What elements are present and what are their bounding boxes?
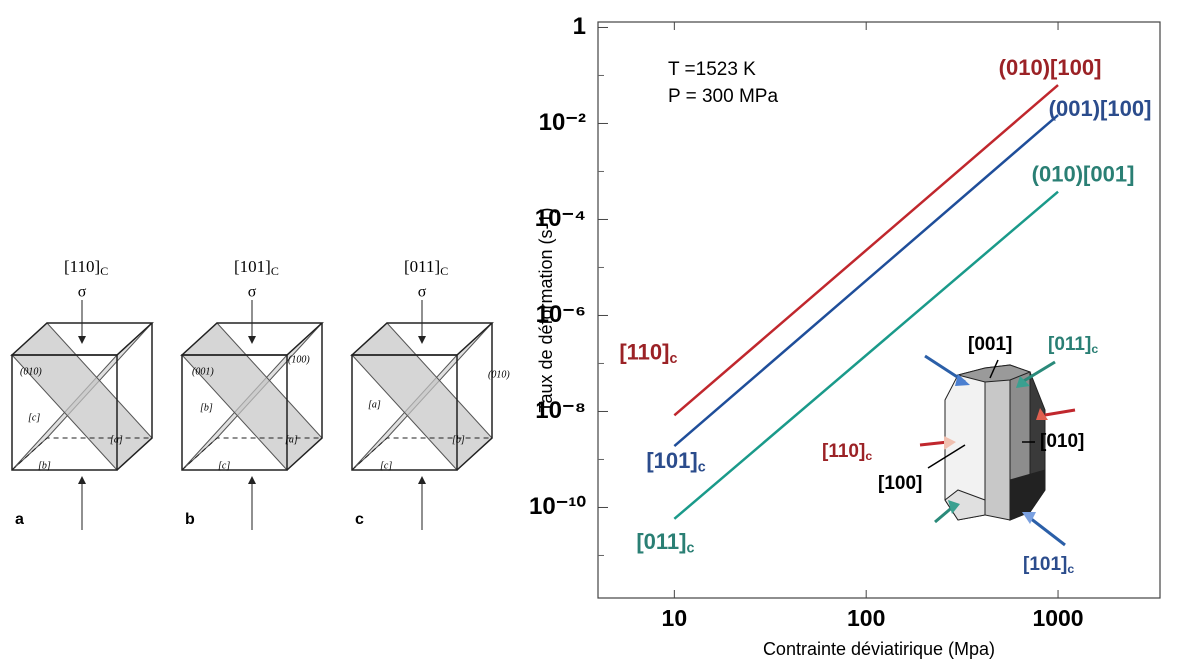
cube-hidden (11, 437, 152, 471)
cube-hidden (181, 437, 322, 471)
diagram-label: [b] (200, 402, 213, 413)
inset-label-text: [110] (822, 441, 865, 462)
sigma: σ (418, 284, 427, 301)
inset-label: [001] (968, 334, 1012, 355)
series-label: (010)[100] (999, 55, 1102, 80)
x-tick-label: 1000 (1032, 605, 1083, 631)
inset-label-sub: c (1091, 342, 1098, 356)
diagram-label: [c] (380, 460, 392, 471)
diagram-label: (010) (20, 366, 42, 377)
inset-label-text: [010] (1040, 431, 1084, 452)
start-label-text: [101] (646, 448, 697, 473)
direction-label: [011]C (404, 257, 448, 278)
inset-label: [010] (1040, 431, 1084, 452)
start-label-sub: c (698, 459, 706, 475)
series-label: (001)[100] (1049, 96, 1152, 121)
direction-text: [110] (64, 257, 100, 276)
series-line (673, 114, 1059, 448)
direction-label: [101]C (234, 257, 279, 278)
cube-hidden (351, 437, 492, 471)
diagram-label: [b] (38, 460, 51, 471)
diagram-label: [c] (218, 460, 230, 471)
diagram-label: [b] (452, 434, 465, 445)
x-tick-label: 10 (662, 605, 688, 631)
start-label: [110]c (619, 339, 677, 366)
start-label-text: [110] (619, 339, 669, 364)
y-tick-label: 10⁻⁴ (535, 205, 586, 232)
inset-label-text: [100] (878, 473, 922, 494)
direction-text: [101] (234, 257, 271, 276)
diagram-label: (001) (192, 366, 214, 377)
y-tick-label: 10⁻⁶ (536, 301, 586, 328)
inset-label-text: [011] (1048, 334, 1091, 355)
panel-letter: a (15, 511, 24, 528)
cube-side (286, 323, 323, 471)
inset-label-text: [001] (968, 334, 1012, 355)
direction-text: [011] (404, 257, 440, 276)
diagram-label: (100) (288, 354, 310, 365)
direction-sub: C (100, 264, 108, 278)
start-label-sub: c (669, 351, 677, 367)
start-label: [011]c (636, 529, 694, 556)
start-label: [101]c (646, 448, 705, 475)
cube-side (116, 323, 153, 471)
x-axis-title: Contrainte déviatirique (Mpa) (763, 639, 995, 659)
series-line (673, 190, 1059, 520)
y-tick-label: 10⁻¹⁰ (529, 493, 586, 520)
start-label-text: [011] (636, 529, 686, 554)
annotation: P = 300 MPa (668, 86, 778, 107)
y-tick-label: 10⁻² (539, 109, 586, 136)
direction-sub: C (440, 264, 448, 278)
inset-label-text: [101] (1023, 554, 1067, 575)
diagram-label: [c] (28, 412, 40, 423)
inset-label: [011]c (1048, 334, 1098, 356)
annotation: T =1523 K (668, 59, 756, 80)
sigma: σ (78, 284, 87, 301)
diagrams: [110]Cσa(010)[c][a][b][101]Cσb(001)(100)… (10, 257, 510, 530)
inset-label-sub: c (865, 449, 872, 463)
series-line (673, 84, 1059, 417)
diagram-label: [a] (285, 434, 298, 445)
panel-letter: b (185, 511, 195, 528)
diagram-label: (010) (488, 369, 510, 380)
start-label-sub: c (686, 540, 694, 556)
sigma: σ (248, 284, 257, 301)
series-label: (010)[001] (1032, 161, 1135, 186)
inset-label: [101]c (1023, 554, 1074, 576)
y-tick-label: 1 (573, 13, 586, 40)
y-axis-title: Taux de déformation (s-1) (536, 207, 556, 412)
crystal-inset: [001] [011]c[010][110]c[100][101]c (822, 334, 1098, 576)
inset-label-sub: c (1067, 562, 1074, 576)
panel-letter: c (355, 511, 364, 528)
y-tick-label: 10⁻⁸ (535, 397, 586, 424)
x-tick-label: 100 (847, 605, 885, 631)
chart: T =1523 K P = 300 MPa Contrainte déviati… (529, 13, 1161, 659)
diagram-label: [a] (368, 399, 381, 410)
direction-sub: C (271, 264, 279, 278)
inset-label: [100] (878, 473, 922, 494)
cube-side (456, 323, 493, 471)
plot-frame (597, 21, 1161, 599)
diagram-label: [a] (110, 434, 123, 445)
inset-label: [110]c (822, 441, 872, 463)
direction-label: [110]C (64, 257, 108, 278)
